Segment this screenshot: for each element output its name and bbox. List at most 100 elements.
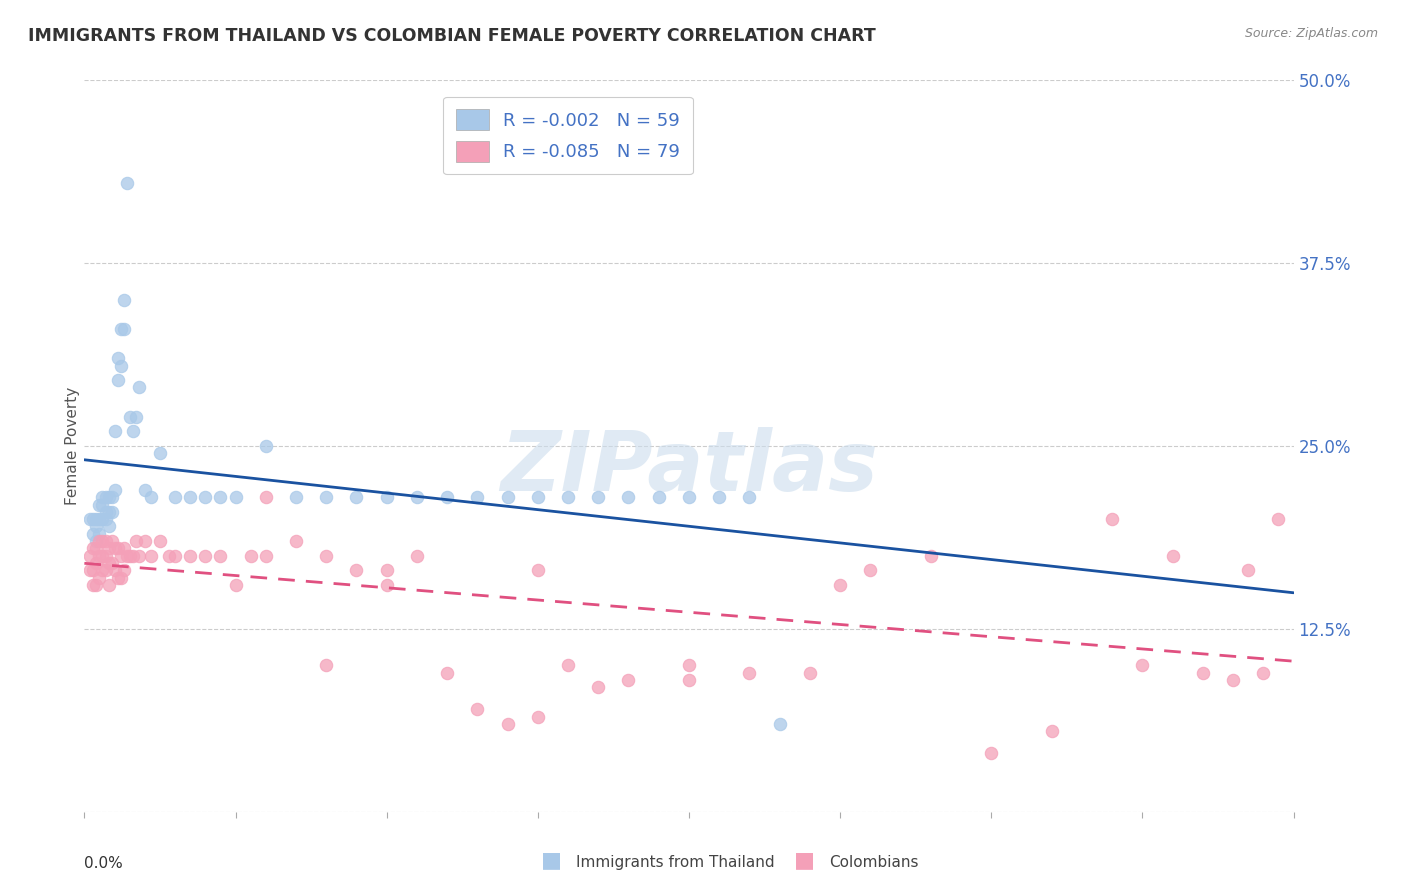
Point bbox=[1237, 563, 1260, 577]
Point bbox=[225, 490, 247, 504]
Point bbox=[79, 549, 101, 563]
Point bbox=[1267, 512, 1289, 526]
Point bbox=[89, 571, 111, 585]
Point bbox=[496, 717, 519, 731]
Text: ZIPatlas: ZIPatlas bbox=[501, 427, 877, 508]
Point bbox=[588, 681, 610, 695]
Point bbox=[118, 549, 141, 563]
Point bbox=[678, 490, 700, 504]
Point bbox=[82, 512, 104, 526]
Point bbox=[678, 673, 700, 687]
Point bbox=[100, 534, 122, 549]
Point bbox=[110, 571, 132, 585]
Point bbox=[86, 519, 108, 533]
Point bbox=[89, 526, 111, 541]
Point bbox=[239, 549, 262, 563]
Text: 0.0%: 0.0% bbox=[84, 855, 124, 871]
Point bbox=[315, 658, 337, 673]
Point bbox=[1040, 724, 1063, 739]
Point bbox=[107, 571, 129, 585]
Text: ■: ■ bbox=[794, 850, 815, 870]
Point bbox=[104, 563, 127, 577]
Point bbox=[254, 439, 277, 453]
Point bbox=[94, 534, 117, 549]
Point bbox=[467, 490, 489, 504]
Point bbox=[94, 563, 117, 577]
Point bbox=[89, 534, 111, 549]
Point bbox=[179, 549, 201, 563]
Point bbox=[315, 490, 337, 504]
Point bbox=[859, 563, 882, 577]
Point bbox=[980, 746, 1002, 760]
Point bbox=[134, 483, 156, 497]
Point bbox=[617, 673, 640, 687]
Point bbox=[86, 556, 108, 570]
Point bbox=[82, 526, 104, 541]
Point bbox=[91, 563, 114, 577]
Point bbox=[121, 425, 143, 439]
Point bbox=[89, 549, 111, 563]
Point bbox=[104, 541, 127, 556]
Point bbox=[91, 534, 114, 549]
Point bbox=[107, 351, 129, 366]
Point bbox=[125, 534, 148, 549]
Point bbox=[285, 534, 308, 549]
Text: Immigrants from Thailand: Immigrants from Thailand bbox=[576, 855, 775, 870]
Point bbox=[112, 293, 135, 307]
Point bbox=[97, 490, 120, 504]
Point bbox=[406, 549, 429, 563]
Point bbox=[254, 549, 277, 563]
Point bbox=[709, 490, 731, 504]
Point bbox=[315, 549, 337, 563]
Point bbox=[557, 658, 579, 673]
Point bbox=[157, 549, 180, 563]
Point bbox=[738, 665, 761, 680]
Point bbox=[94, 505, 117, 519]
Point bbox=[115, 176, 138, 190]
Point bbox=[1161, 549, 1184, 563]
Point bbox=[346, 563, 368, 577]
Point bbox=[496, 490, 519, 504]
Point bbox=[128, 380, 150, 394]
Point bbox=[588, 490, 610, 504]
Point bbox=[799, 665, 821, 680]
Point bbox=[104, 425, 127, 439]
Point bbox=[100, 490, 122, 504]
Point bbox=[149, 534, 172, 549]
Point bbox=[769, 717, 792, 731]
Point bbox=[1253, 665, 1275, 680]
Point bbox=[86, 541, 108, 556]
Point bbox=[82, 578, 104, 592]
Legend: R = -0.002   N = 59, R = -0.085   N = 79: R = -0.002 N = 59, R = -0.085 N = 79 bbox=[443, 96, 693, 175]
Point bbox=[1222, 673, 1244, 687]
Point bbox=[91, 498, 114, 512]
Point bbox=[346, 490, 368, 504]
Point bbox=[97, 578, 120, 592]
Point bbox=[86, 512, 108, 526]
Point bbox=[179, 490, 201, 504]
Point bbox=[91, 512, 114, 526]
Point bbox=[527, 490, 550, 504]
Point bbox=[79, 563, 101, 577]
Point bbox=[738, 490, 761, 504]
Point bbox=[830, 578, 852, 592]
Point bbox=[617, 490, 640, 504]
Point bbox=[920, 549, 942, 563]
Point bbox=[254, 490, 277, 504]
Point bbox=[97, 505, 120, 519]
Point bbox=[209, 490, 232, 504]
Point bbox=[89, 512, 111, 526]
Point bbox=[406, 490, 429, 504]
Point bbox=[134, 534, 156, 549]
Point bbox=[121, 549, 143, 563]
Point bbox=[110, 322, 132, 336]
Point bbox=[678, 658, 700, 673]
Point bbox=[82, 563, 104, 577]
Point bbox=[1101, 512, 1123, 526]
Point bbox=[128, 549, 150, 563]
Point bbox=[165, 490, 187, 504]
Point bbox=[225, 578, 247, 592]
Point bbox=[375, 563, 398, 577]
Point bbox=[436, 665, 458, 680]
Point bbox=[86, 534, 108, 549]
